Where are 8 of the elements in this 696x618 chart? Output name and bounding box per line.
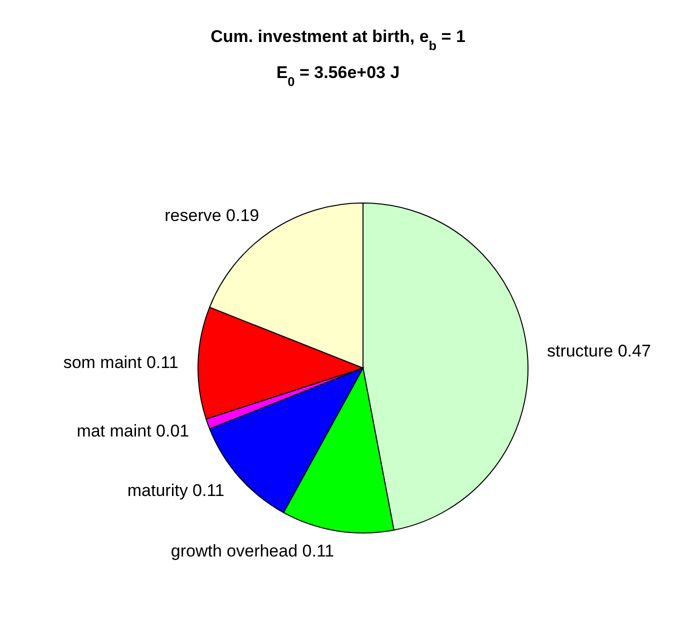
chart-title: Cum. investment at birth, e$_{b}$ = 1 xyxy=(210,27,466,52)
slice-label: growth overhead 0.11 xyxy=(170,541,334,560)
slice-label: maturity 0.11 xyxy=(127,481,224,500)
chart-subtitle: E$_{0}$ = 3.56e+03 J xyxy=(276,63,400,88)
slice-label: som maint 0.11 xyxy=(63,353,178,372)
slice-label: reserve 0.19 xyxy=(164,206,260,226)
slice-label: mat maint 0.01 xyxy=(76,422,190,441)
slice-label: structure 0.47 xyxy=(546,342,651,361)
